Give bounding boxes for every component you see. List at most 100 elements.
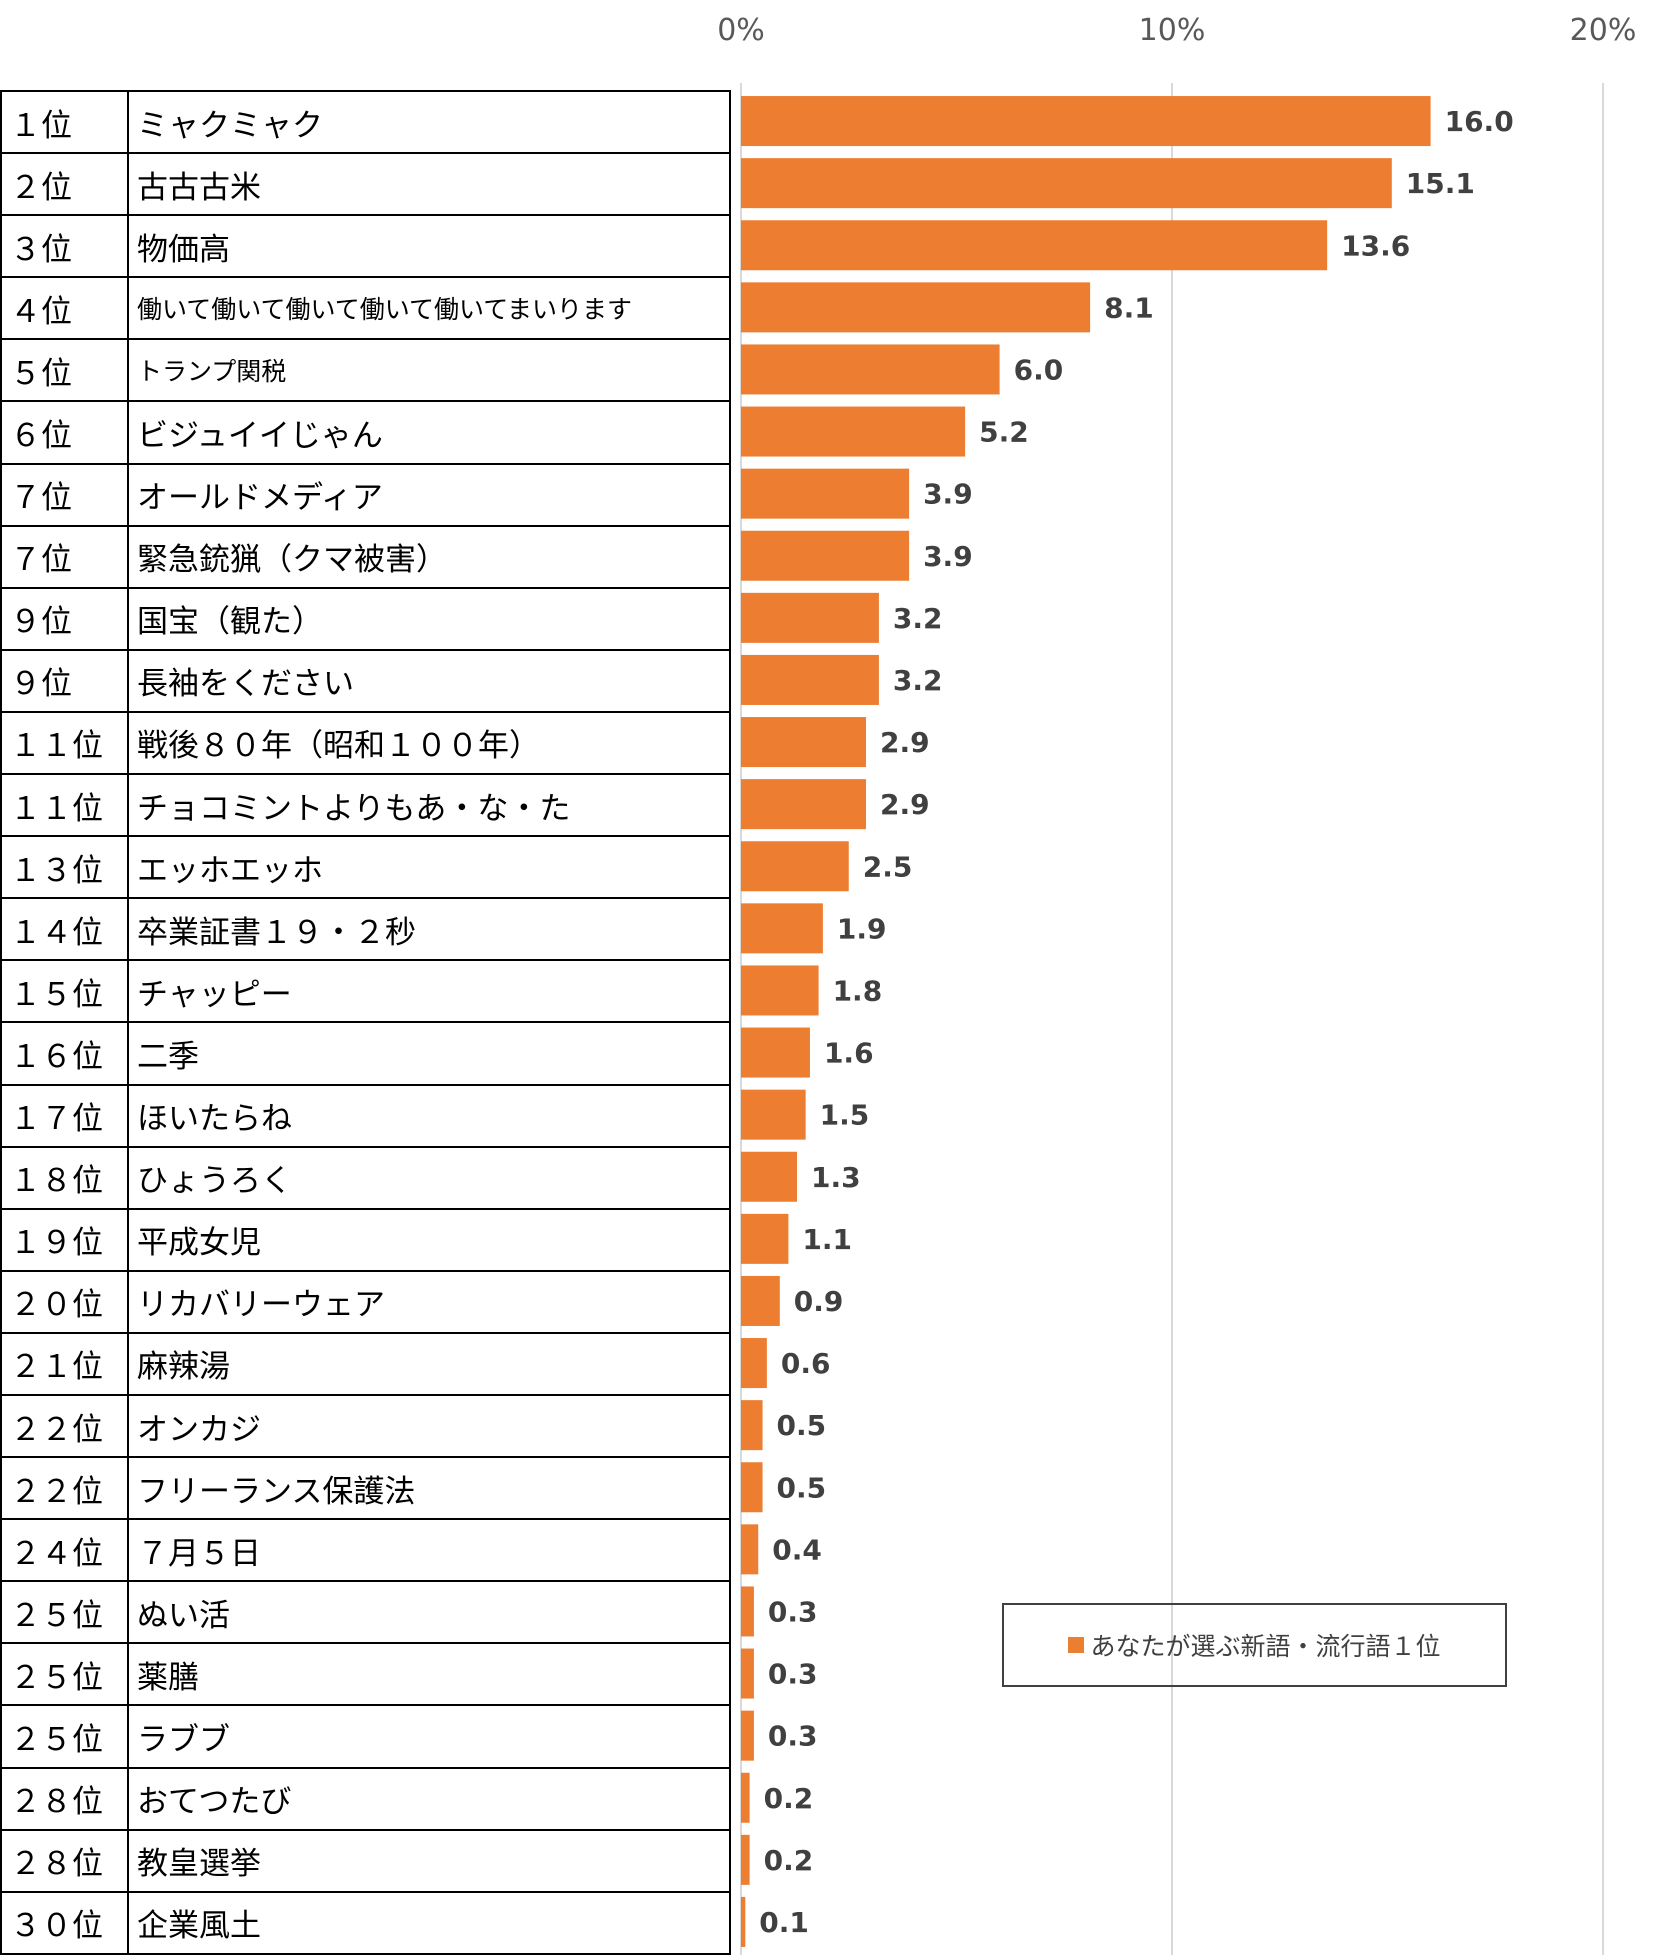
word-cell: チャッピー [127, 959, 731, 1024]
rank-cell: ５位 [0, 338, 129, 403]
table-row: １５位 チャッピー [0, 959, 731, 1024]
rank-cell: １７位 [0, 1083, 129, 1148]
bar [741, 530, 910, 581]
bar [741, 1027, 810, 1078]
word-cell: ぬい活 [127, 1580, 731, 1645]
word-cell: フリーランス保護法 [127, 1456, 731, 1521]
data-label: 5.2 [979, 416, 1029, 449]
bar [741, 1772, 750, 1823]
word-cell: オールドメディア [127, 462, 731, 527]
data-label: 2.9 [880, 726, 930, 759]
chart-legend: あなたが選ぶ新語・流行語１位 [1002, 1603, 1507, 1687]
table-row: １６位 二季 [0, 1021, 731, 1086]
table-row: ２４位 ７月５日 [0, 1518, 731, 1583]
rank-cell: ２位 [0, 152, 129, 217]
word-cell: ラブブ [127, 1704, 731, 1769]
rank-cell: ７位 [0, 462, 129, 527]
data-label: 2.9 [880, 788, 930, 821]
legend-swatch [1068, 1637, 1085, 1653]
table-row: １８位 ひょうろく [0, 1145, 731, 1210]
bar [741, 1275, 780, 1326]
table-row: ７位 オールドメディア [0, 462, 731, 527]
word-cell: 薬膳 [127, 1642, 731, 1707]
data-label: 1.3 [811, 1161, 861, 1194]
data-label: 3.2 [893, 664, 943, 697]
data-label: 1.5 [820, 1099, 870, 1132]
word-cell: 卒業証書１９・２秒 [127, 897, 731, 962]
bar [741, 1896, 746, 1947]
word-cell: エッホエッホ [127, 835, 731, 900]
data-label: 8.1 [1104, 291, 1154, 324]
table-row: ２２位 オンカジ [0, 1393, 731, 1459]
table-row: １９位 平成女児 [0, 1207, 731, 1272]
bar [741, 841, 849, 892]
word-cell: 戦後８０年（昭和１００年） [127, 710, 731, 776]
bar [741, 1338, 767, 1389]
x-tick-label: 0% [717, 13, 765, 48]
rank-cell: ９位 [0, 648, 129, 713]
table-row: ９位 長袖をください [0, 648, 731, 713]
rank-cell: １９位 [0, 1207, 129, 1272]
data-label: 0.2 [764, 1844, 814, 1877]
bar [741, 468, 910, 519]
data-label: 0.3 [768, 1658, 818, 1691]
rank-cell: ３位 [0, 214, 129, 279]
word-cell: おてつたび [127, 1766, 731, 1831]
table-row: １位 ミャクミャク [0, 89, 731, 155]
table-row: ２８位 教皇選挙 [0, 1828, 731, 1893]
rank-cell: ９位 [0, 586, 129, 651]
data-label: 3.2 [893, 602, 943, 635]
word-cell: 企業風土 [127, 1890, 731, 1955]
word-cell: リカバリーウェア [127, 1269, 731, 1334]
word-cell: 長袖をください [127, 648, 731, 713]
table-row: １３位 エッホエッホ [0, 835, 731, 900]
data-label: 16.0 [1445, 105, 1514, 138]
bar [741, 779, 866, 830]
rank-cell: ２５位 [0, 1580, 129, 1645]
bar [741, 1089, 806, 1140]
bar [741, 158, 1392, 209]
bar [741, 592, 879, 643]
table-row: ２０位 リカバリーウェア [0, 1269, 731, 1334]
rank-cell: １６位 [0, 1021, 129, 1086]
word-cell: 働いて働いて働いて働いて働いてまいります [127, 276, 731, 341]
rank-cell: ２１位 [0, 1331, 129, 1396]
data-label: 0.3 [768, 1595, 818, 1628]
table-row: ３位 物価高 [0, 214, 731, 279]
rank-cell: ２２位 [0, 1393, 129, 1459]
rank-cell: １８位 [0, 1145, 129, 1210]
bar [741, 1834, 750, 1885]
data-label: 0.5 [777, 1471, 827, 1504]
bar [741, 220, 1328, 271]
table-row: １１位 チョコミントよりもあ・な・た [0, 773, 731, 838]
word-cell: ７月５日 [127, 1518, 731, 1583]
data-label: 3.9 [923, 478, 973, 511]
bar [741, 1648, 754, 1699]
data-label: 0.6 [781, 1347, 831, 1380]
bar [741, 1462, 763, 1513]
data-label: 0.9 [794, 1285, 844, 1318]
table-row: ７位 緊急銃猟（クマ被害） [0, 524, 731, 589]
rank-cell: ４位 [0, 276, 129, 341]
legend-label: あなたが選ぶ新語・流行語１位 [1090, 1632, 1441, 1661]
bar [741, 903, 823, 954]
rank-cell: ２８位 [0, 1766, 129, 1831]
table-row: ３０位 企業風土 [0, 1890, 731, 1955]
bar [741, 406, 966, 457]
data-label: 0.2 [764, 1782, 814, 1815]
x-tick-label: 10% [1139, 13, 1206, 48]
table-row: ２２位 フリーランス保護法 [0, 1456, 731, 1521]
table-row: ２１位 麻辣湯 [0, 1331, 731, 1396]
bar [741, 1524, 759, 1575]
word-cell: 国宝（観た） [127, 586, 731, 651]
data-label: 1.6 [824, 1037, 874, 1070]
data-label: 0.1 [759, 1906, 809, 1939]
ranking-table: １位 ミャクミャク ２位 古古古米 ３位 物価高 ４位 働いて働いて働いて働いて働いてまいりま… [0, 89, 731, 1955]
word-cell: 平成女児 [127, 1207, 731, 1272]
word-cell: ミャクミャク [127, 89, 731, 155]
table-row: １４位 卒業証書１９・２秒 [0, 897, 731, 962]
data-label: 2.5 [863, 850, 913, 883]
data-label: 1.1 [802, 1223, 852, 1256]
table-row: ４位 働いて働いて働いて働いて働いてまいります [0, 276, 731, 341]
